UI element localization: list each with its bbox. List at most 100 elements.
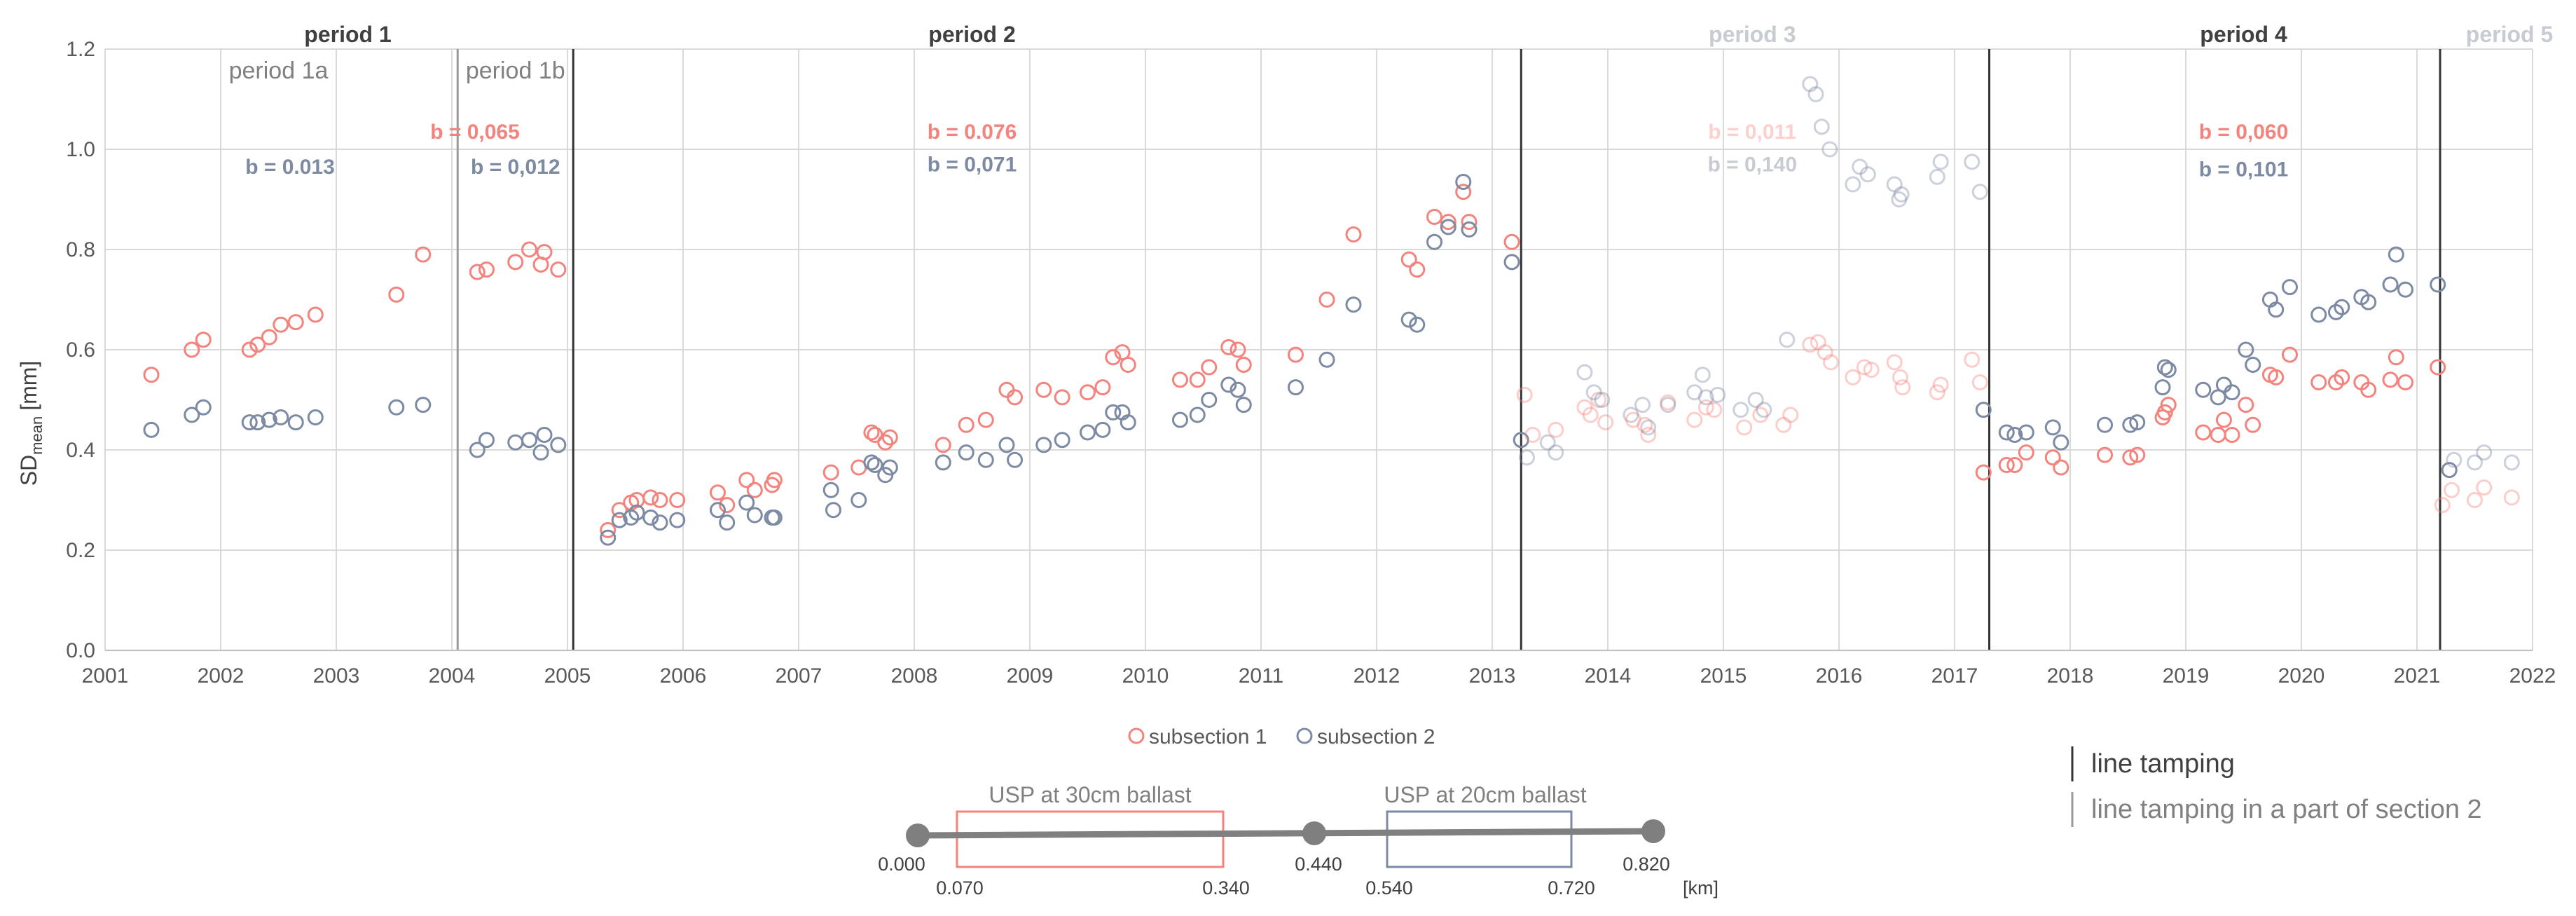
point-s1-12: [478, 261, 495, 278]
point-s2-53: [1220, 376, 1237, 393]
x-tick-2015: 2015: [1700, 664, 1747, 688]
point-s1-72: [2122, 449, 2139, 466]
point-s2-82: [2224, 384, 2240, 401]
point-s2-61: [1426, 233, 1442, 250]
point-s1f-18: [1802, 336, 1819, 353]
heading-period-5: period 5: [2466, 22, 2553, 47]
point-s2-19: [611, 512, 628, 528]
point-s2-81: [2215, 376, 2232, 393]
point-s2f-28: [1929, 168, 1945, 185]
point-s2-75: [2129, 414, 2146, 431]
y-tick-1-0: 1.0: [66, 138, 95, 161]
point-s2-50: [1172, 411, 1188, 428]
point-s2f-21: [1821, 141, 1838, 158]
point-s2-60: [1409, 316, 1426, 333]
slope-label-s2-6: b = 0,140: [1707, 153, 1797, 176]
point-s1-66: [1998, 456, 2015, 473]
legend-marker-subsection-1: [1128, 727, 1145, 744]
point-s2f-1: [1539, 434, 1556, 451]
point-s1-67: [2006, 456, 2023, 473]
point-s1f-0: [1516, 386, 1533, 403]
point-s2-0: [143, 421, 160, 438]
point-s1-56: [1318, 292, 1335, 308]
point-s1-50: [1189, 371, 1206, 388]
point-s1-79: [2215, 411, 2232, 428]
point-s1-25: [710, 484, 726, 501]
point-s2-5: [261, 411, 277, 428]
point-s2-62: [1440, 219, 1456, 235]
point-s2-64: [1461, 221, 1478, 238]
point-s1f-30: [1964, 351, 1981, 368]
y-tick-0-2: 0.2: [66, 539, 95, 562]
point-s2-76: [2154, 379, 2171, 396]
point-s1-8: [307, 306, 324, 323]
point-s2f-30: [1964, 153, 1981, 170]
point-s1-36: [881, 429, 898, 446]
point-s2-26: [719, 514, 736, 531]
point-s1f-7: [1625, 411, 1641, 428]
point-s1-14: [521, 241, 538, 258]
km-label-0-720: 0.720: [1548, 877, 1595, 898]
point-s2-77: [2156, 359, 2173, 376]
legend-label-subsection-1: subsection 1: [1149, 725, 1267, 748]
point-s1f-21: [1822, 354, 1839, 371]
point-s2f-32: [2446, 451, 2463, 468]
x-tick-2022: 2022: [2509, 664, 2556, 688]
point-s1-19: [611, 502, 628, 519]
point-s2-78: [2160, 362, 2177, 378]
point-s1-23: [652, 492, 668, 508]
x-tick-2011: 2011: [1239, 664, 1284, 688]
point-s2-65: [1503, 254, 1520, 271]
point-s1f-34: [2467, 492, 2483, 508]
point-s2-27: [738, 494, 755, 511]
point-s2f-9: [1660, 397, 1676, 413]
point-s1-11: [469, 264, 485, 280]
point-s1f-1: [1524, 427, 1541, 444]
point-s2f-0: [1519, 449, 1535, 466]
usp-30cm-label: USP at 30cm ballast: [989, 782, 1191, 807]
point-s1f-28: [1929, 384, 1945, 401]
point-s2-69: [2006, 427, 2023, 444]
x-tick-2009: 2009: [1007, 664, 1054, 688]
point-s1-31: [822, 464, 839, 481]
y-tick-0-8: 0.8: [66, 238, 95, 261]
point-s2-16: [532, 444, 549, 461]
point-s2-67: [1975, 402, 1992, 418]
point-s1-71: [2097, 446, 2113, 463]
point-s2-22: [642, 510, 659, 526]
point-s1-55: [1288, 346, 1304, 363]
point-s1-59: [1409, 261, 1426, 278]
point-s1f-9: [1640, 427, 1657, 444]
annotations: period 1 period 2 period 3 period 4 period 5…: [229, 22, 2554, 182]
point-s2-12: [478, 432, 495, 449]
point-s2-33: [850, 492, 867, 508]
heading-period-1: period 1: [304, 22, 391, 47]
point-s2f-23: [1852, 158, 1868, 175]
point-s1-77: [2195, 424, 2212, 441]
heading-period-4: period 4: [2200, 22, 2287, 47]
heading-period-3: period 3: [1709, 22, 1796, 47]
y-tick-1-2: 1.2: [66, 38, 95, 61]
y-tick-0-0: 0.0: [66, 639, 95, 662]
point-s2-41: [998, 437, 1015, 453]
track-line: [917, 828, 1654, 839]
km-label-0-820: 0.820: [1623, 854, 1670, 875]
x-tick-2003: 2003: [313, 664, 360, 688]
point-s1-38: [958, 416, 974, 433]
point-s1f-10: [1660, 394, 1676, 411]
point-s1-6: [273, 316, 289, 333]
heading-period-2: period 2: [928, 22, 1015, 47]
point-s2-34: [863, 454, 880, 471]
point-s1-51: [1201, 359, 1218, 376]
point-s2f-4: [1585, 384, 1602, 401]
point-s1-62: [1455, 184, 1472, 200]
point-s1f-32: [2434, 497, 2451, 514]
point-s2-37: [881, 459, 898, 476]
point-s1f-16: [1775, 416, 1792, 433]
point-s1-76: [2160, 397, 2177, 413]
point-s2-63: [1455, 173, 1472, 190]
point-s1-57: [1345, 226, 1362, 243]
x-tick-2007: 2007: [776, 664, 822, 688]
slope-label-s2-4: b = 0,071: [928, 153, 1017, 176]
point-s2-87: [2282, 279, 2298, 296]
